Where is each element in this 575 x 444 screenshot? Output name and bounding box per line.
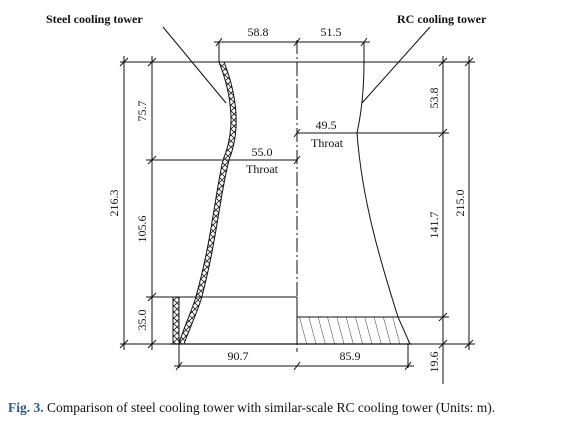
steel-base-frame: [172, 296, 180, 345]
dim-top-right: 51.5: [321, 25, 342, 39]
throat-right-value: 49.5: [316, 118, 337, 132]
dim-left-middle: 105.6: [135, 216, 149, 243]
bottom-dimension: [174, 344, 414, 371]
dim-right-lower: 19.6: [427, 352, 441, 373]
rc-support-columns: [296, 316, 411, 345]
left-dimensions: [119, 56, 222, 350]
steel-shell: [178, 61, 237, 345]
dim-left-upper: 75.7: [135, 101, 149, 122]
dim-bottom-right: 85.9: [340, 349, 361, 363]
caption-text: Comparison of steel cooling tower with s…: [47, 400, 496, 415]
dim-right-total: 215.0: [453, 190, 467, 217]
throat-right-label: Throat: [311, 136, 344, 150]
dim-top-left: 58.8: [248, 25, 269, 39]
steel-tower-leader: [162, 26, 227, 104]
rc-shell: [356, 61, 399, 318]
dim-right-middle: 141.7: [427, 212, 441, 239]
dim-left-lower: 35.0: [135, 310, 149, 331]
caption-label: Fig. 3.: [8, 400, 44, 415]
steel-tower-label: Steel cooling tower: [46, 12, 143, 26]
top-dimension: [214, 37, 370, 62]
throat-left-value: 55.0: [252, 145, 273, 159]
dim-right-upper: 53.8: [427, 88, 441, 109]
rc-tower-profile: [296, 61, 411, 345]
throat-lines: [226, 128, 357, 165]
right-dimensions: [357, 56, 475, 384]
steel-tower-profile: [172, 61, 298, 345]
figure-caption: Fig. 3. Comparison of steel cooling towe…: [8, 398, 568, 417]
rc-tower-leader: [361, 26, 431, 104]
throat-left-label: Throat: [246, 162, 279, 176]
dim-bottom-left: 90.7: [228, 349, 249, 363]
rc-tower-label: RC cooling tower: [397, 12, 487, 26]
dim-left-total: 216.3: [107, 190, 121, 217]
